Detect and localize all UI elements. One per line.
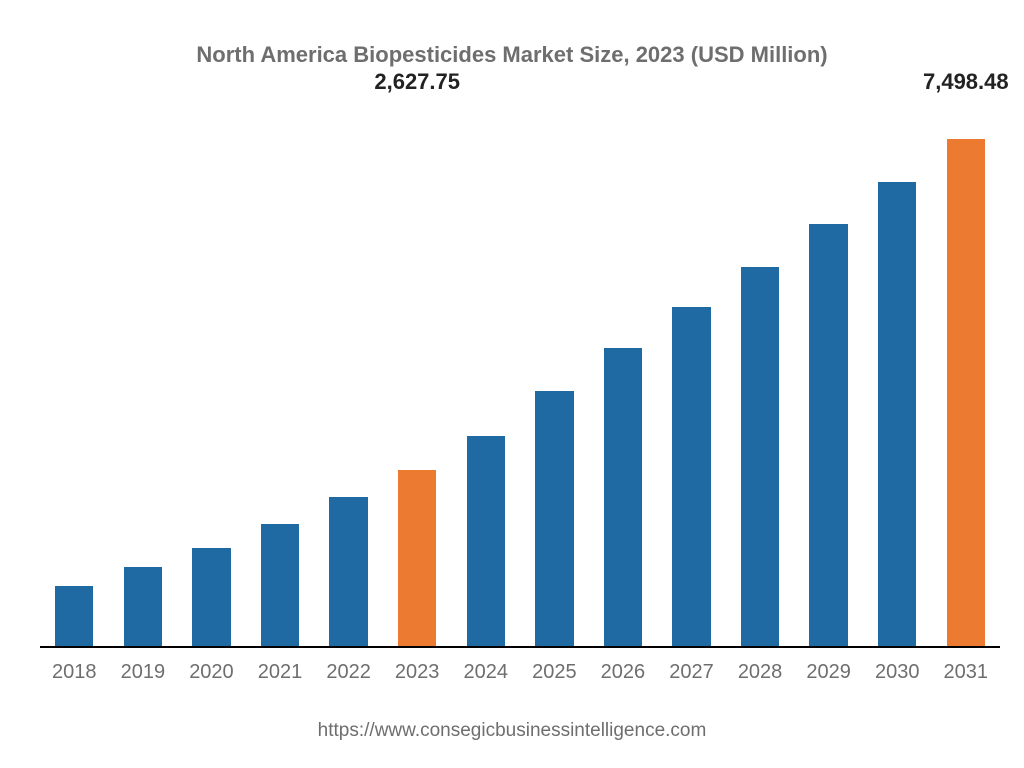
bar-slot: 7,498.48 [932, 105, 1001, 648]
bar-slot [657, 105, 726, 648]
x-tick: 2021 [246, 661, 315, 684]
bar-2022 [329, 497, 367, 648]
x-tick: 2018 [40, 661, 109, 684]
x-tick: 2024 [451, 661, 520, 684]
bar-2025 [535, 391, 573, 648]
x-tick: 2020 [177, 661, 246, 684]
bar-slot [314, 105, 383, 648]
bar-2029 [809, 224, 847, 648]
chart-title: North America Biopesticides Market Size,… [0, 42, 1024, 68]
bar-slot [40, 105, 109, 648]
x-baseline [40, 646, 1000, 648]
bar-2024 [467, 436, 505, 648]
x-tick: 2022 [314, 661, 383, 684]
x-tick: 2023 [383, 661, 452, 684]
bar-slot [726, 105, 795, 648]
x-tick: 2031 [932, 661, 1001, 684]
plot-area: 2,627.75 7,498.48 [40, 105, 1000, 648]
x-tick: 2030 [863, 661, 932, 684]
bar-2019 [124, 567, 162, 648]
x-tick: 2025 [520, 661, 589, 684]
bar-slot [794, 105, 863, 648]
source-url: https://www.consegicbusinessintelligence… [0, 720, 1024, 742]
x-tick: 2027 [657, 661, 726, 684]
bar-slot: 2,627.75 [383, 105, 452, 648]
bar-value-label: 2,627.75 [374, 69, 460, 95]
bar-slot [863, 105, 932, 648]
bar-2026 [604, 348, 642, 648]
chart-container: North America Biopesticides Market Size,… [0, 0, 1024, 768]
x-tick: 2019 [109, 661, 178, 684]
bar-slot [177, 105, 246, 648]
bar-2028 [741, 267, 779, 648]
bar-2031 [947, 139, 985, 648]
bar-2023 [398, 470, 436, 648]
bar-slot [520, 105, 589, 648]
bar-slot [109, 105, 178, 648]
bar-slot [246, 105, 315, 648]
bar-slot [589, 105, 658, 648]
bar-2020 [192, 548, 230, 648]
bar-2027 [672, 307, 710, 648]
bars-group: 2,627.75 7,498.48 [40, 105, 1000, 648]
bar-value-label: 7,498.48 [923, 69, 1009, 95]
bar-2030 [878, 182, 916, 648]
x-tick: 2029 [794, 661, 863, 684]
bar-slot [451, 105, 520, 648]
bar-2018 [55, 586, 93, 648]
x-axis: 2018 2019 2020 2021 2022 2023 2024 2025 … [40, 661, 1000, 684]
x-tick: 2026 [589, 661, 658, 684]
x-tick: 2028 [726, 661, 795, 684]
bar-2021 [261, 524, 299, 648]
